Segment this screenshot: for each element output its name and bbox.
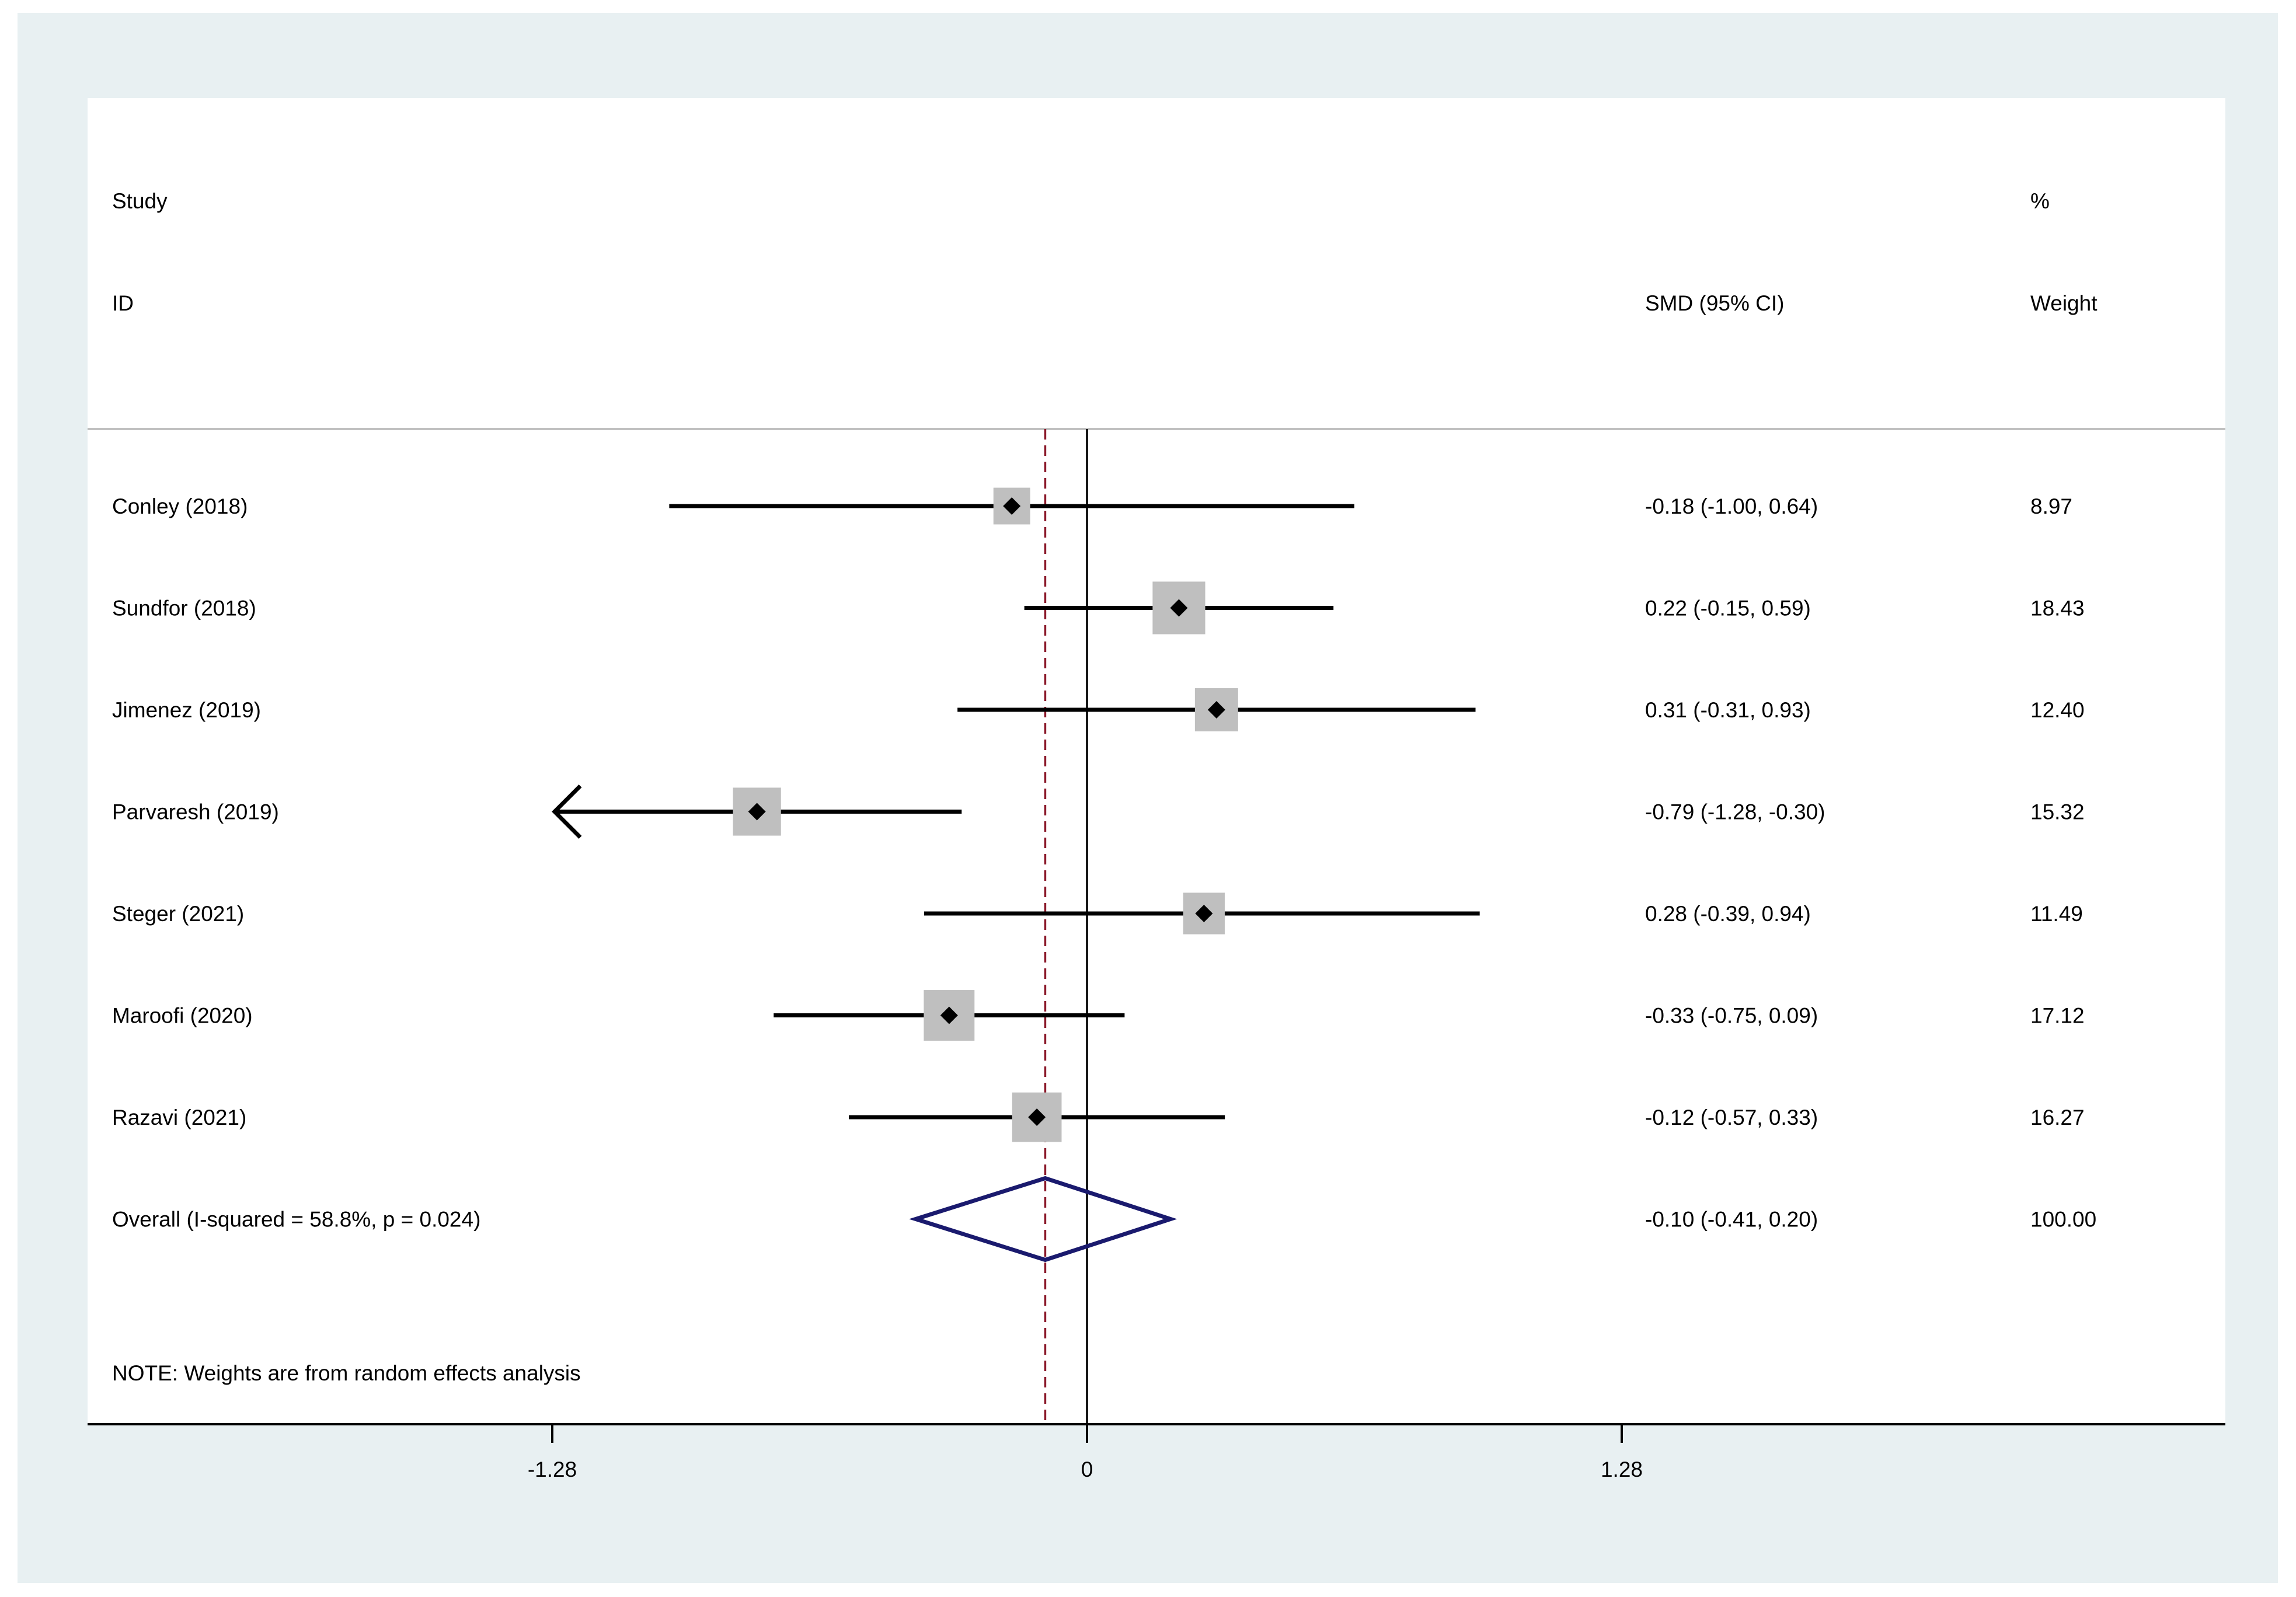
study-label: Razavi (2021) xyxy=(112,1106,246,1129)
header-study: Study xyxy=(112,189,168,213)
study-row: Conley (2018) -0.18 (-1.00, 0.64) 8.97 xyxy=(112,487,2072,525)
study-label: Jimenez (2019) xyxy=(112,698,261,722)
study-ci-text: 0.22 (-0.15, 0.59) xyxy=(1645,597,1811,620)
overall-row: Overall (I-squared = 58.8%, p = 0.024) -0… xyxy=(112,1176,2096,1263)
overall-label: Overall (I-squared = 58.8%, p = 0.024) xyxy=(112,1208,480,1232)
study-ci-text: -0.33 (-0.75, 0.09) xyxy=(1645,1004,1818,1028)
point-estimate xyxy=(1170,599,1188,617)
header-weight: Weight xyxy=(2030,291,2098,315)
overall-ci-text: -0.10 (-0.41, 0.20) xyxy=(1645,1208,1818,1232)
study-ci-text: 0.28 (-0.39, 0.94) xyxy=(1645,902,1811,926)
study-weight-text: 17.12 xyxy=(2030,1004,2085,1028)
x-axis-ticks: -1.28 0 1.28 xyxy=(528,1424,1643,1481)
point-estimate xyxy=(940,1006,958,1024)
plot-panel xyxy=(88,98,2225,1424)
study-rows: Conley (2018) -0.18 (-1.00, 0.64) 8.97 Sund… xyxy=(112,487,2085,1142)
study-label: Maroofi (2020) xyxy=(112,1004,253,1028)
study-row: Jimenez (2019) 0.31 (-0.31, 0.93) 12.40 xyxy=(112,688,2085,731)
x-tick-label: 0 xyxy=(1081,1457,1093,1481)
study-weight-text: 11.49 xyxy=(2030,902,2083,926)
ci-arrow xyxy=(552,784,582,839)
study-label: Conley (2018) xyxy=(112,494,248,518)
reference-lines xyxy=(1044,429,1088,1424)
point-estimate xyxy=(748,803,766,821)
x-tick-label: 1.28 xyxy=(1601,1457,1643,1481)
header-id: ID xyxy=(112,291,134,315)
header-effect: SMD (95% CI) xyxy=(1645,291,1784,315)
study-ci-text: -0.18 (-1.00, 0.64) xyxy=(1645,494,1818,518)
study-weight-text: 15.32 xyxy=(2030,800,2085,824)
study-label: Parvaresh (2019) xyxy=(112,800,279,824)
study-weight-text: 8.97 xyxy=(2030,494,2072,518)
overall-diamond xyxy=(908,1176,1177,1263)
study-row: Steger (2021) 0.28 (-0.39, 0.94) 11.49 xyxy=(112,892,2083,935)
study-weight-text: 18.43 xyxy=(2030,597,2085,620)
study-weight-text: 16.27 xyxy=(2030,1106,2085,1129)
study-ci-text: -0.12 (-0.57, 0.33) xyxy=(1645,1106,1818,1129)
study-row: Maroofi (2020) -0.33 (-0.75, 0.09) 17.12 xyxy=(112,990,2085,1041)
study-weight-text: 12.40 xyxy=(2030,698,2085,722)
point-estimate xyxy=(1028,1108,1046,1126)
study-ci-text: 0.31 (-0.31, 0.93) xyxy=(1645,698,1811,722)
study-row: Sundfor (2018) 0.22 (-0.15, 0.59) 18.43 xyxy=(112,581,2085,634)
overall-weight-text: 100.00 xyxy=(2030,1208,2096,1232)
note-text: NOTE: Weights are from random effects an… xyxy=(112,1361,581,1385)
study-row: Razavi (2021) -0.12 (-0.57, 0.33) 16.27 xyxy=(112,1092,2085,1142)
study-label: Steger (2021) xyxy=(112,902,244,926)
x-tick-label: -1.28 xyxy=(528,1457,577,1481)
header-weight-percent: % xyxy=(2030,189,2050,213)
study-row: Parvaresh (2019) -0.79 (-1.28, -0.30) 15.3… xyxy=(112,784,2085,839)
point-estimate xyxy=(1003,497,1021,515)
point-estimate xyxy=(1207,701,1225,719)
study-label: Sundfor (2018) xyxy=(112,597,256,620)
point-estimate xyxy=(1195,905,1213,922)
study-ci-text: -0.79 (-1.28, -0.30) xyxy=(1645,800,1825,824)
